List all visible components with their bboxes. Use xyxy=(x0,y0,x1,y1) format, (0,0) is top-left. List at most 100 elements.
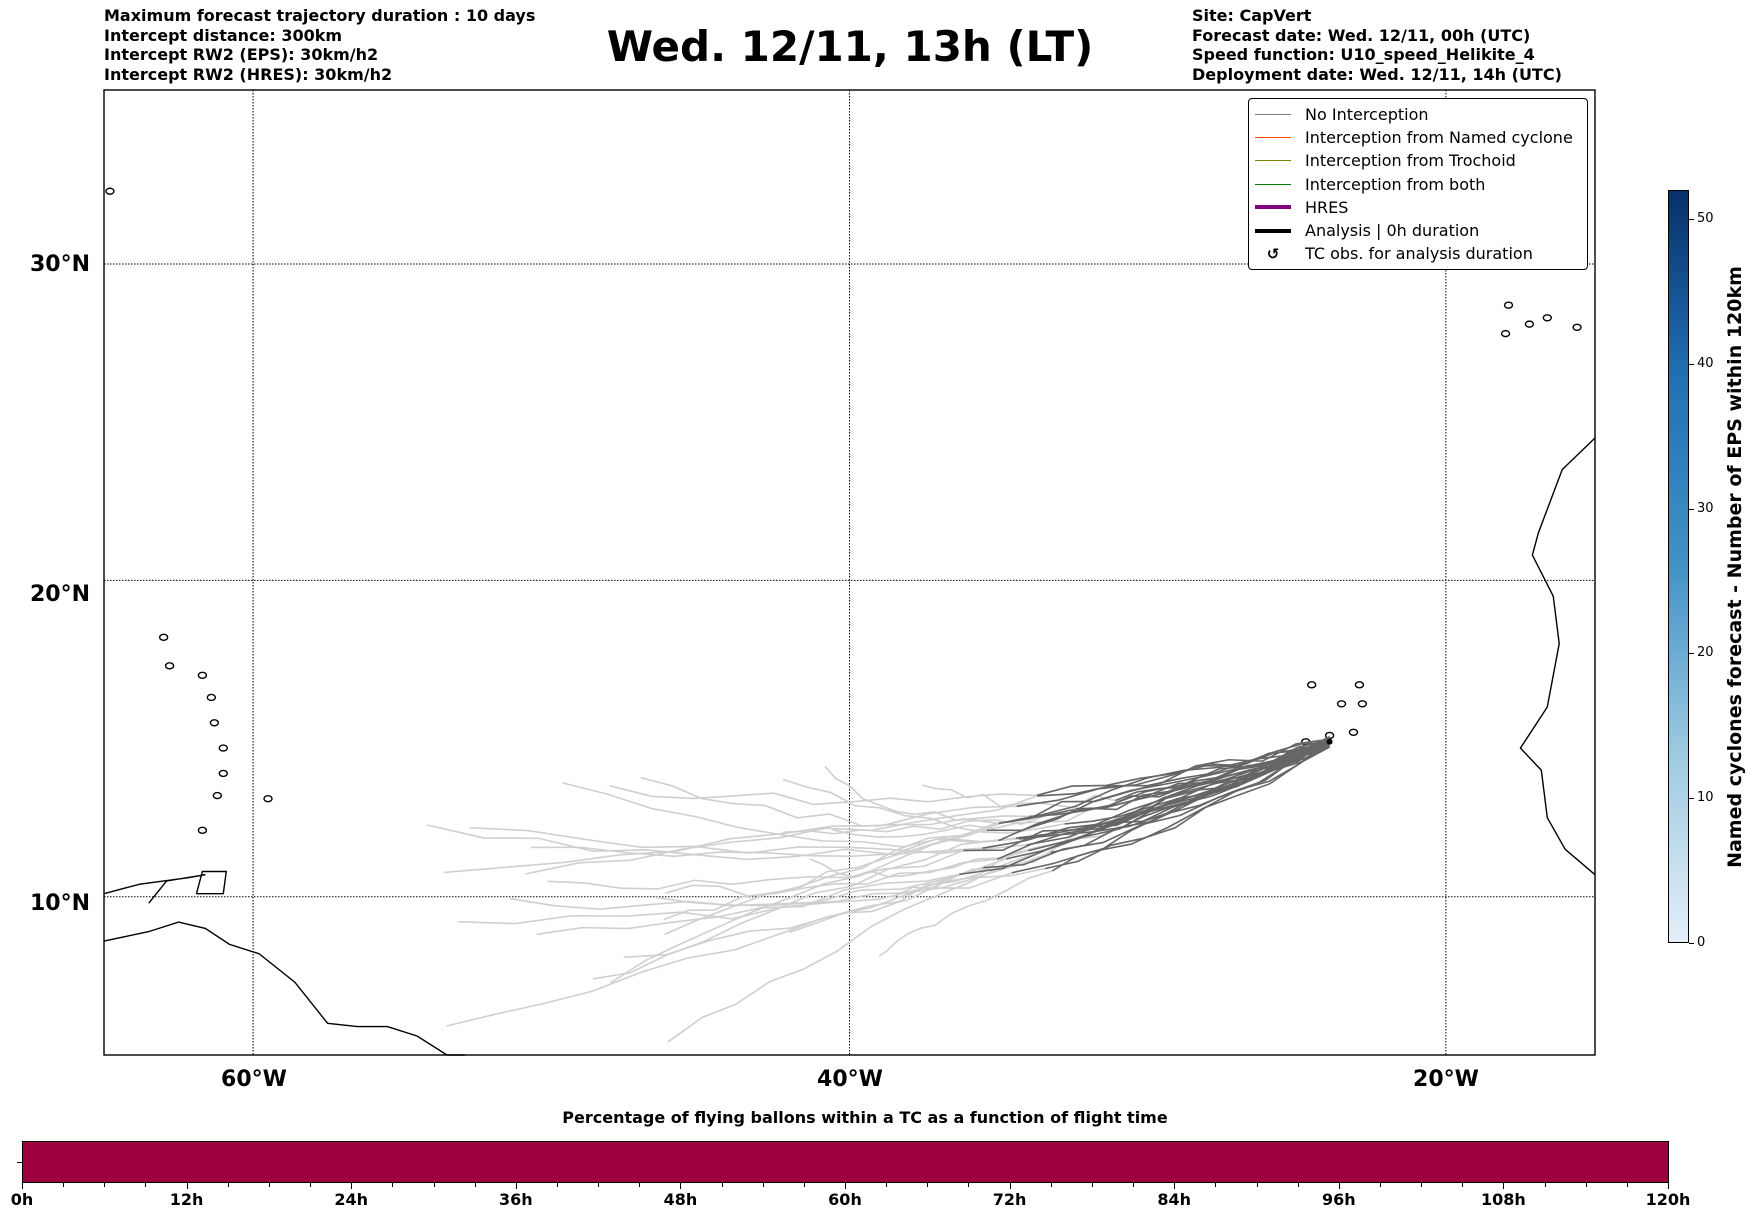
legend-item: Analysis | 0h duration xyxy=(1255,219,1581,242)
trajectory-recent xyxy=(1044,738,1331,870)
legend-swatch-analysis xyxy=(1255,228,1291,233)
island xyxy=(1572,323,1582,331)
coastline xyxy=(195,870,228,895)
bottom-bar-tick xyxy=(186,1183,188,1189)
header-left-line: Maximum forecast trajectory duration : 1… xyxy=(104,6,536,25)
bottom-bar-tick xyxy=(803,1183,805,1187)
header-right-line: Forecast date: Wed. 12/11, 00h (UTC) xyxy=(1192,25,1531,45)
colorbar-tick xyxy=(1689,218,1694,220)
legend-item: Interception from both xyxy=(1255,173,1581,196)
trajectory-recent xyxy=(1003,736,1330,824)
trajectory-older xyxy=(562,782,1019,848)
bottom-bar-tick xyxy=(721,1183,723,1187)
island xyxy=(1524,320,1535,328)
bottom-bar-tick xyxy=(63,1183,65,1187)
colorbar xyxy=(1668,190,1689,943)
header-right-line: Site: CapVert xyxy=(1192,6,1312,25)
bottom-bar-tick-label: 84h xyxy=(1157,1190,1192,1209)
bottom-bar-tick xyxy=(1297,1183,1299,1187)
coastline xyxy=(103,873,206,904)
legend-item: Interception from Named cyclone xyxy=(1255,126,1581,149)
colorbar-tick-label: 30 xyxy=(1697,500,1714,516)
bottom-bar-tick xyxy=(227,1183,229,1187)
trajectories-dark xyxy=(959,736,1331,876)
legend-item: ↺ TC obs. for analysis duration xyxy=(1255,242,1581,265)
bottom-bar-tick xyxy=(1215,1183,1217,1187)
legend-swatch-no-interception xyxy=(1255,114,1291,116)
trajectory-recent xyxy=(1011,742,1331,874)
lon-label-40w: 40°W xyxy=(817,1067,883,1092)
island xyxy=(1336,700,1347,708)
legend-item: HRES xyxy=(1255,196,1581,219)
island xyxy=(263,795,273,803)
bottom-bar-tick-label: 0h xyxy=(10,1190,34,1209)
trajectory-older xyxy=(525,795,1038,875)
legend-item: No Interception xyxy=(1255,103,1581,126)
bottom-bar-tick xyxy=(1256,1183,1258,1187)
bottom-bar-tick xyxy=(927,1183,929,1187)
legend-item: Interception from Trochoid xyxy=(1255,149,1581,172)
bottom-bar-tick-label: 96h xyxy=(1321,1190,1356,1209)
lat-label-30n: 30°N xyxy=(30,252,91,277)
trajectory-older xyxy=(457,872,1013,925)
bottom-bar-tick xyxy=(515,1183,517,1189)
bottom-bar-tick xyxy=(433,1183,435,1187)
trajectory-recent xyxy=(983,736,1331,869)
bottom-bar-tick xyxy=(639,1183,641,1187)
trajectory-older xyxy=(610,821,1004,984)
bottom-bar-tick-label: 36h xyxy=(498,1190,533,1209)
island xyxy=(197,671,208,680)
legend-label: Interception from both xyxy=(1305,174,1486,194)
trajectory-recent xyxy=(1016,742,1330,808)
island xyxy=(105,187,115,195)
island xyxy=(206,693,217,702)
trajectory-older xyxy=(655,867,1046,907)
bottom-bar-tick xyxy=(968,1183,970,1187)
bottom-bar-tick xyxy=(145,1183,147,1187)
colorbar-tick-label: 40 xyxy=(1697,355,1714,371)
bottom-bar-tick xyxy=(1050,1183,1052,1187)
island xyxy=(212,791,223,800)
bottom-bar-tick-label: 60h xyxy=(828,1190,862,1209)
island xyxy=(1503,301,1514,309)
site-marker xyxy=(1326,738,1333,745)
legend-swatch-named-cyclone xyxy=(1255,137,1291,139)
tc-percentage-bar xyxy=(22,1141,1669,1183)
header-info-right: Site: CapVert Forecast date: Wed. 12/11,… xyxy=(1192,6,1562,84)
colorbar-tick-label: 50 xyxy=(1697,210,1714,226)
bottom-bar-tick xyxy=(680,1183,682,1189)
page-title: Wed. 12/11, 13h (LT) xyxy=(606,22,1094,71)
trajectory-recent xyxy=(1089,738,1330,828)
coastline xyxy=(1519,437,1596,876)
trajectory-recent xyxy=(1091,745,1330,811)
trajectory-older xyxy=(782,807,1077,835)
coastlines xyxy=(103,187,1596,1056)
trajectory-recent xyxy=(1018,739,1330,840)
bottom-bar-tick xyxy=(845,1183,846,1189)
trajectory-older xyxy=(609,784,1037,806)
colorbar-tick xyxy=(1689,363,1694,365)
bottom-bar-tick xyxy=(1338,1183,1340,1189)
colorbar-tick-label: 20 xyxy=(1697,645,1714,661)
trajectory-older xyxy=(788,826,1090,934)
legend-label: Interception from Trochoid xyxy=(1305,151,1516,171)
bottom-bar-tick xyxy=(1379,1183,1381,1187)
tc-percentage-bar-fill xyxy=(23,1142,1668,1182)
island xyxy=(1307,681,1317,689)
bottom-bar-tick xyxy=(1544,1183,1546,1187)
colorbar-tick xyxy=(1689,508,1694,510)
header-left-line: Intercept RW2 (HRES): 30km/h2 xyxy=(104,64,393,84)
trajectories-light xyxy=(426,765,1122,1043)
bottom-bar-tick-label: 12h xyxy=(169,1190,204,1209)
header-right-line: Speed function: U10_speed_Helikite_4 xyxy=(1192,45,1535,64)
bottom-bar-tick xyxy=(556,1183,558,1187)
colorbar-tick-label: 0 xyxy=(1697,935,1706,950)
bottom-bar-tick xyxy=(762,1183,764,1187)
bottom-bar-tick xyxy=(886,1183,888,1187)
bottom-bar-tick xyxy=(474,1183,476,1187)
island xyxy=(218,744,228,752)
bottom-bar-title: Percentage of flying ballons within a TC… xyxy=(562,1108,1168,1127)
lat-label-20n: 20°N xyxy=(30,582,91,607)
map-frame xyxy=(103,89,1596,1056)
